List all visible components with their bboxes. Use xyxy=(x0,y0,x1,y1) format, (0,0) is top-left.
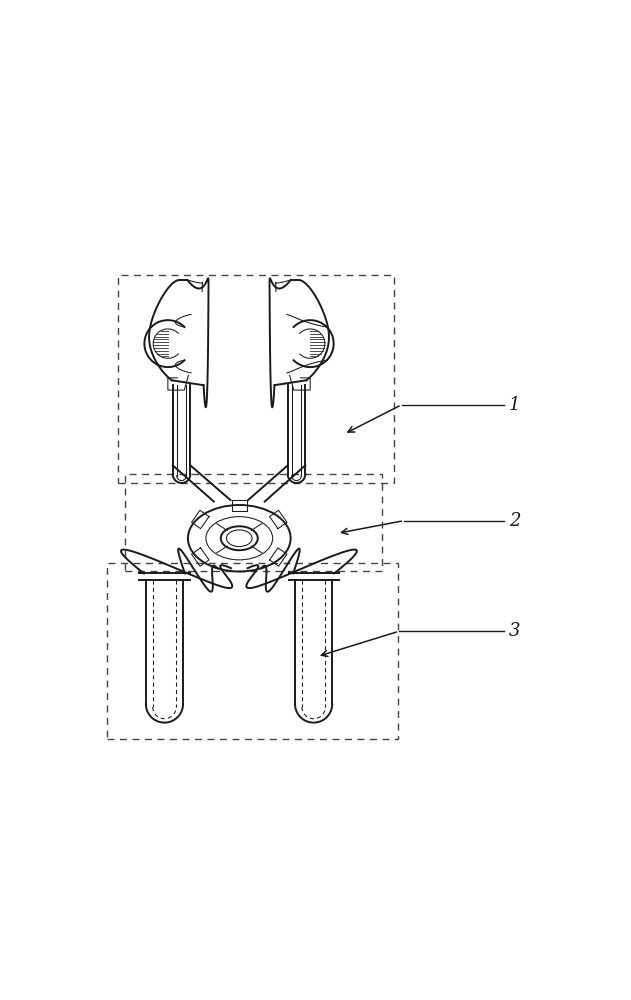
Bar xyxy=(126,474,382,571)
Bar xyxy=(118,275,394,483)
Text: 2: 2 xyxy=(509,512,521,530)
Bar xyxy=(107,563,398,739)
Text: 1: 1 xyxy=(509,396,521,414)
Text: 3: 3 xyxy=(509,622,521,640)
